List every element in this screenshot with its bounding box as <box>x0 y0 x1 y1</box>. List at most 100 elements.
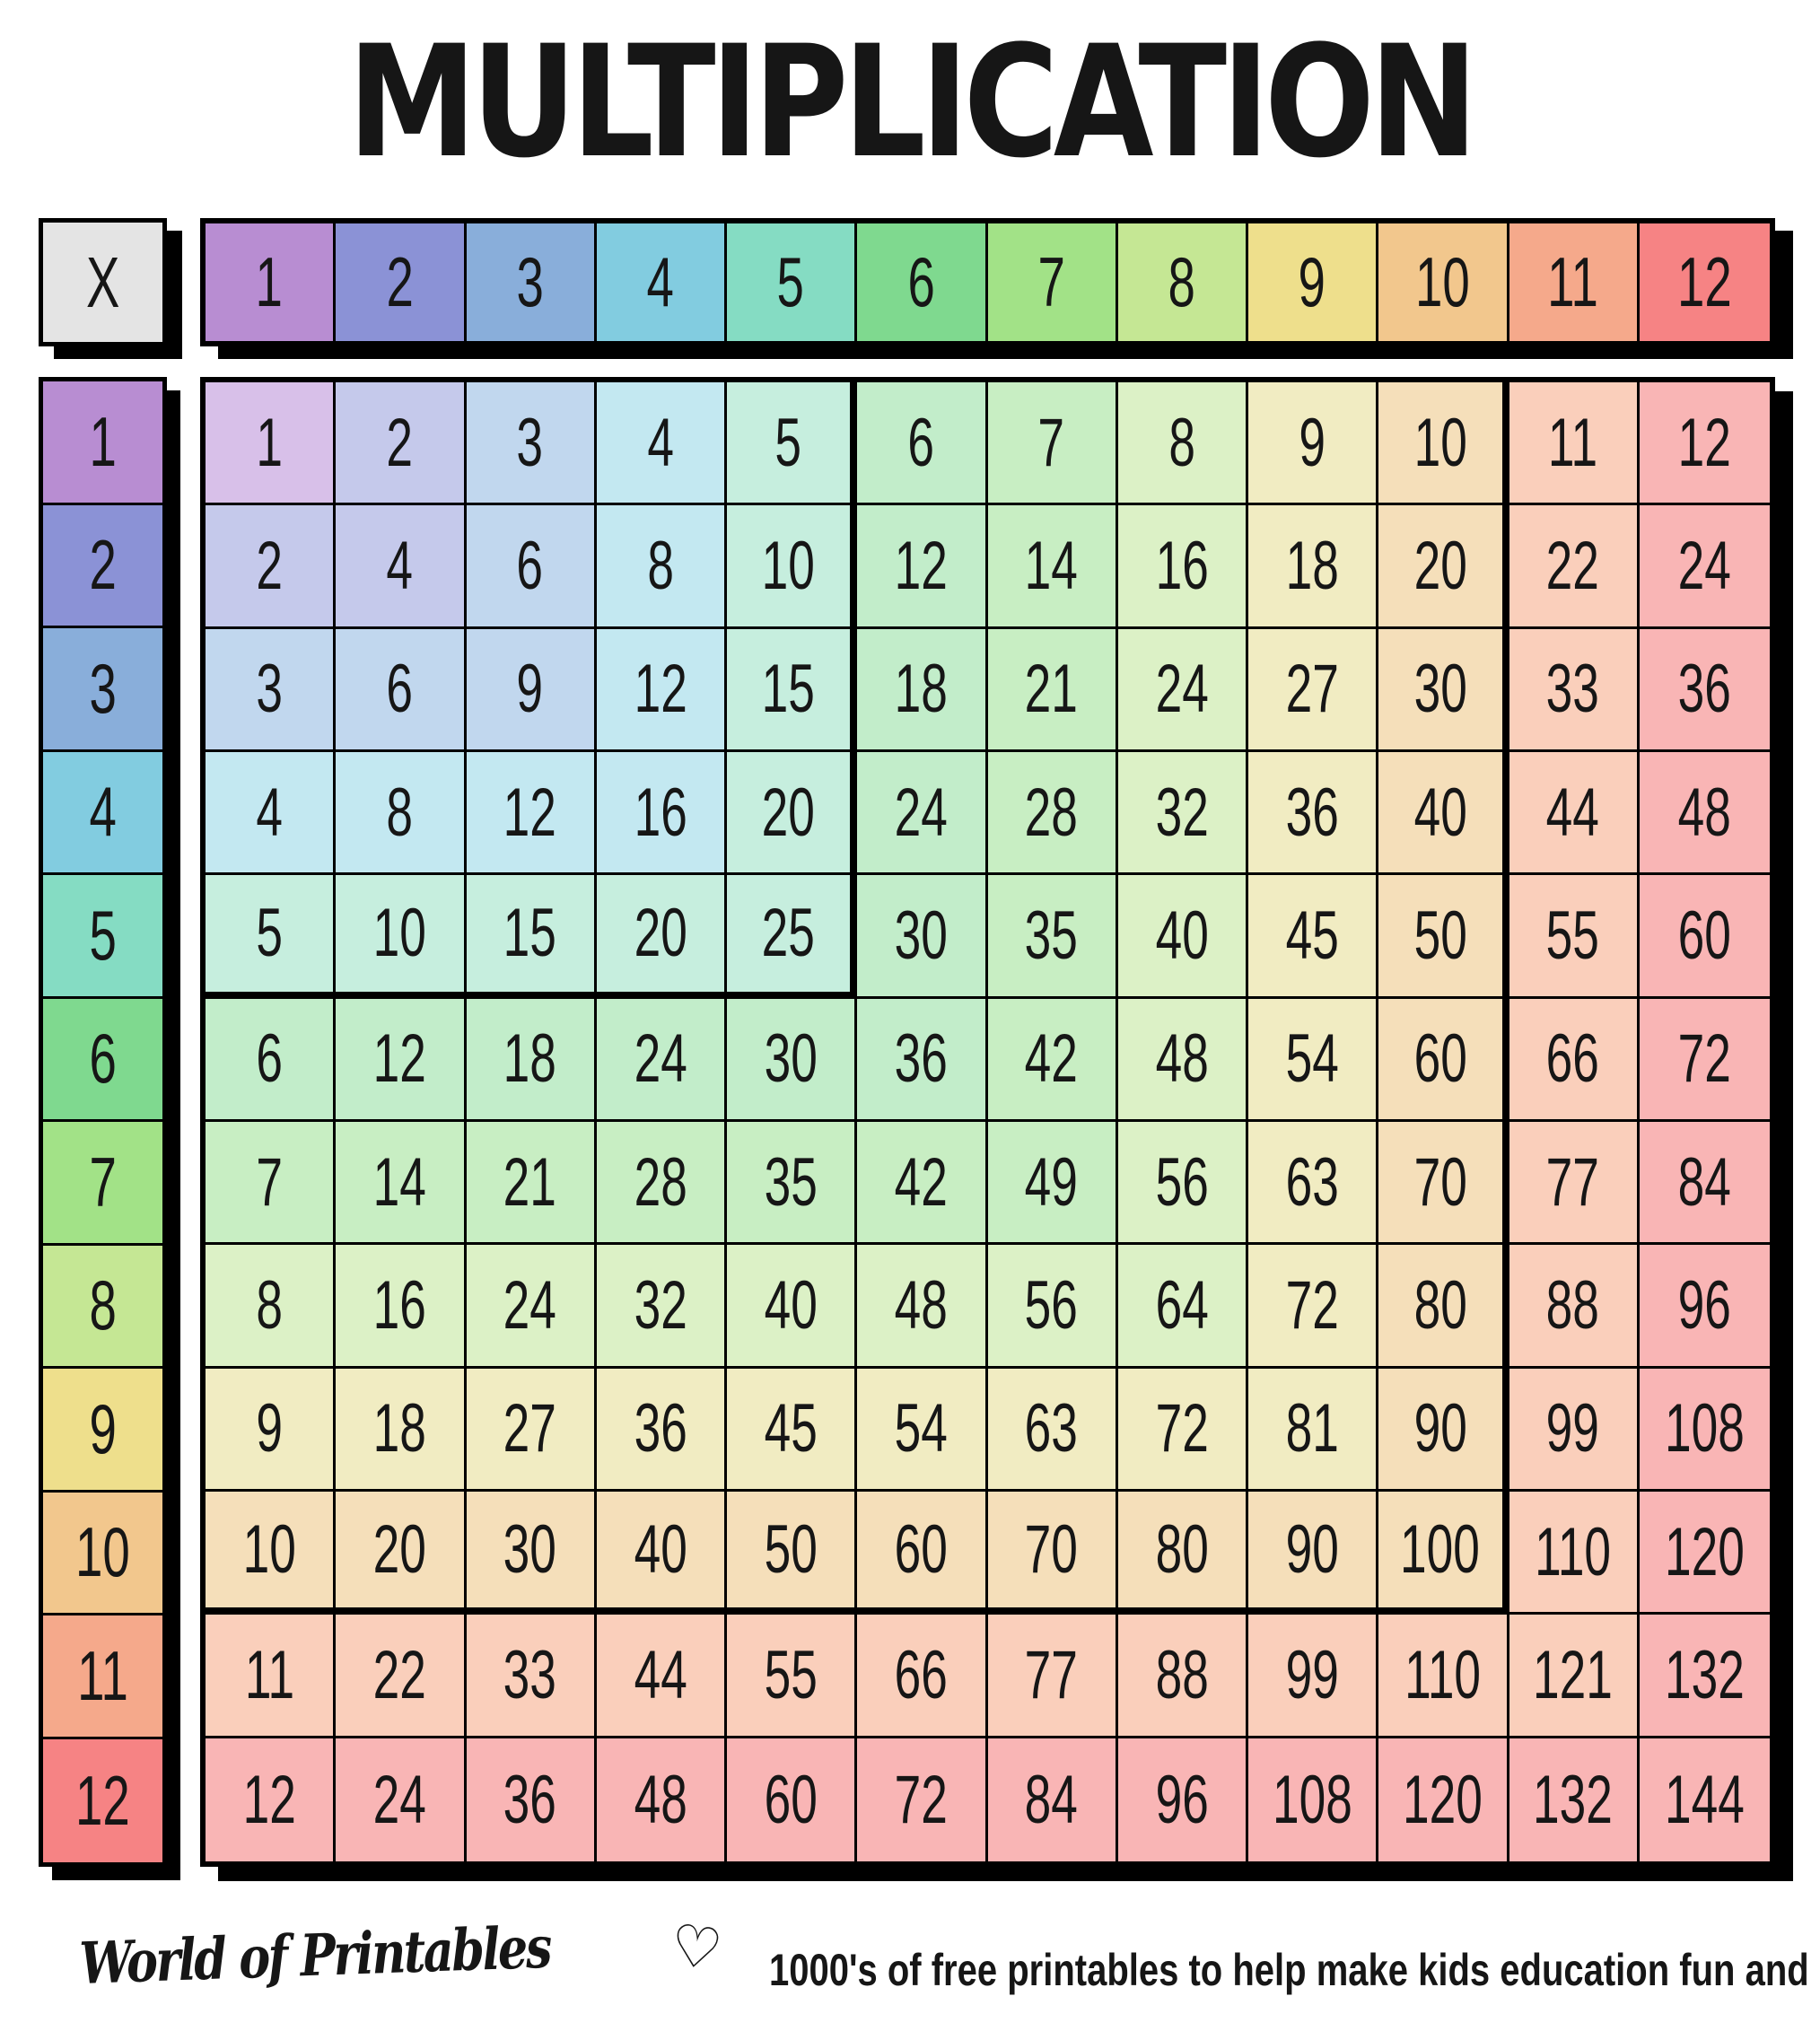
product-cell: 12 <box>596 628 727 752</box>
col-header-cell: 3 <box>466 223 597 341</box>
product-cell-value: 121 <box>1533 1636 1614 1713</box>
column-header-row: X 1 2 3 4 5 6 7 8 9 10 11 12 <box>39 218 1775 346</box>
product-cell-value: 28 <box>634 1143 687 1221</box>
col-header-cell: 6 <box>857 223 988 341</box>
product-cell: 54 <box>857 1368 988 1492</box>
col-header-cell-value: 3 <box>516 242 544 321</box>
product-cell: 144 <box>1639 1738 1770 1861</box>
product-cell: 42 <box>857 1121 988 1246</box>
product-cell: 9 <box>206 1368 337 1492</box>
product-cell-value: 6 <box>386 651 414 728</box>
product-cell-value: 10 <box>372 895 426 972</box>
product-cell: 24 <box>1117 628 1248 752</box>
product-cell-value: 20 <box>762 774 816 851</box>
col-header-cell: 9 <box>1248 223 1379 341</box>
product-cell-value: 36 <box>634 1390 687 1467</box>
product-cell-value: 14 <box>1025 527 1079 604</box>
product-cell: 6 <box>857 382 988 506</box>
product-cell-value: 63 <box>1025 1390 1079 1467</box>
page-title-text: MULTIPLICATION <box>347 12 1478 192</box>
product-cell-value: 33 <box>1546 651 1600 728</box>
product-cell-value: 11 <box>1548 404 1598 481</box>
product-cell-value: 22 <box>372 1636 426 1713</box>
col-header-cell: 5 <box>727 223 858 341</box>
product-cell-value: 24 <box>1677 527 1731 604</box>
row-header-cell-value: 12 <box>75 1760 130 1840</box>
product-cell: 80 <box>1378 1245 1509 1369</box>
product-cell-value: 21 <box>1025 651 1079 728</box>
product-cell-value: 9 <box>1299 404 1326 481</box>
col-header-cell: 7 <box>987 223 1118 341</box>
product-cell-value: 66 <box>894 1636 948 1713</box>
product-cell: 120 <box>1378 1738 1509 1861</box>
product-cell-value: 7 <box>256 1143 283 1221</box>
product-cell: 10 <box>727 505 858 629</box>
col-header-cell: 4 <box>596 223 727 341</box>
product-cell: 11 <box>1509 382 1640 506</box>
product-cell: 80 <box>1117 1491 1248 1615</box>
product-cell: 6 <box>336 628 467 752</box>
product-cell-value: 132 <box>1664 1636 1745 1713</box>
product-cell: 49 <box>987 1121 1118 1246</box>
product-cell: 28 <box>987 751 1118 876</box>
product-cell: 48 <box>857 1245 988 1369</box>
product-cell-value: 32 <box>634 1266 687 1344</box>
product-cell-value: 12 <box>894 527 948 604</box>
product-cell-value: 40 <box>634 1511 687 1589</box>
product-cell-value: 45 <box>1285 897 1339 974</box>
col-header-cell-value: 7 <box>1037 242 1065 321</box>
row-header-cell-value: 10 <box>75 1512 130 1592</box>
row-header-cell-value: 5 <box>89 895 117 975</box>
product-cell: 96 <box>1639 1245 1770 1369</box>
product-cell: 72 <box>857 1738 988 1861</box>
product-cell: 36 <box>1639 628 1770 752</box>
product-cell-value: 54 <box>1285 1020 1339 1098</box>
product-cell-value: 48 <box>894 1266 948 1344</box>
product-cell: 20 <box>596 875 727 999</box>
product-cell: 36 <box>1248 751 1379 876</box>
product-cell: 96 <box>1117 1738 1248 1861</box>
product-cell-value: 24 <box>894 774 948 851</box>
column-header-strip: 1 2 3 4 5 6 7 8 9 10 11 12 <box>200 218 1775 346</box>
product-cell-value: 10 <box>242 1511 296 1589</box>
product-cell-value: 60 <box>894 1511 948 1589</box>
product-cell: 10 <box>206 1491 337 1615</box>
product-cell: 12 <box>206 1738 337 1861</box>
col-header-cell-value: 2 <box>386 242 414 321</box>
product-cell: 63 <box>987 1368 1118 1492</box>
product-cell-value: 70 <box>1025 1511 1079 1589</box>
product-cell: 108 <box>1248 1738 1379 1861</box>
row-header-cell-value: 7 <box>89 1142 117 1221</box>
product-cell: 3 <box>466 382 597 506</box>
product-cell: 70 <box>1378 1121 1509 1246</box>
product-cell-value: 5 <box>256 895 283 972</box>
product-cell-value: 20 <box>372 1511 426 1589</box>
product-cell: 14 <box>336 1121 467 1246</box>
product-cell-value: 36 <box>1677 651 1731 728</box>
product-cell-value: 45 <box>764 1390 818 1467</box>
col-header-cell: 2 <box>336 223 467 341</box>
product-cell: 16 <box>336 1245 467 1369</box>
product-cell: 84 <box>987 1738 1118 1861</box>
row-header-cell: 5 <box>43 875 162 999</box>
col-header-cell: 10 <box>1378 223 1509 341</box>
product-cell: 60 <box>1378 998 1509 1122</box>
product-cell-value: 80 <box>1413 1266 1467 1344</box>
product-cell-value: 56 <box>1025 1266 1079 1344</box>
product-cell: 100 <box>1378 1491 1509 1615</box>
product-cell-value: 144 <box>1664 1761 1745 1838</box>
product-cell: 32 <box>1117 751 1248 876</box>
product-cell: 7 <box>206 1121 337 1246</box>
row-header-cell-value: 1 <box>89 401 117 481</box>
product-cell: 2 <box>336 382 467 506</box>
product-cell: 132 <box>1509 1738 1640 1861</box>
product-cell: 110 <box>1509 1491 1640 1615</box>
product-cell: 99 <box>1248 1615 1379 1738</box>
product-cell: 18 <box>1248 505 1379 629</box>
product-cell: 5 <box>727 382 858 506</box>
product-cell-value: 72 <box>1155 1390 1209 1467</box>
product-cell-value: 81 <box>1285 1390 1339 1467</box>
product-cell-value: 32 <box>1155 774 1209 851</box>
product-cell: 22 <box>336 1615 467 1738</box>
product-cell: 48 <box>1117 998 1248 1122</box>
